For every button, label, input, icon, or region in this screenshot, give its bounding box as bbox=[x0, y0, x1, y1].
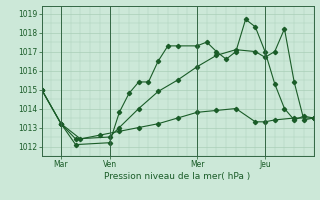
X-axis label: Pression niveau de la mer( hPa ): Pression niveau de la mer( hPa ) bbox=[104, 172, 251, 181]
